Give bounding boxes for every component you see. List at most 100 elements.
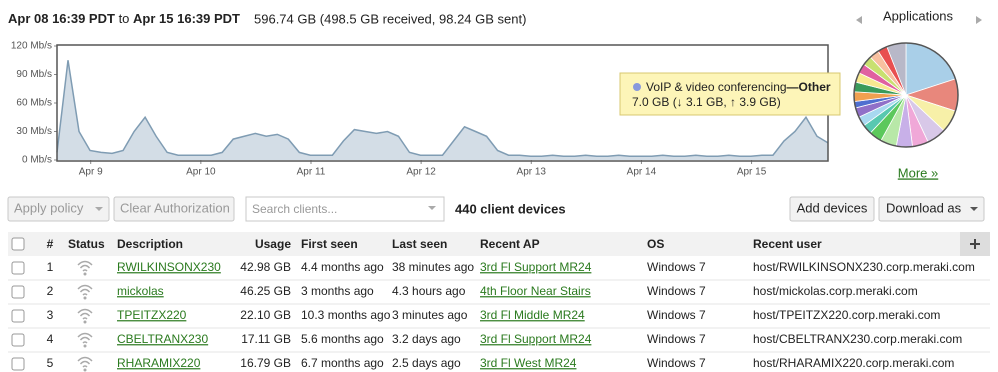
select-all-checkbox[interactable]: [11, 237, 25, 251]
wifi-dot: [83, 344, 87, 348]
wifi-dot: [83, 296, 87, 300]
plus-icon: [970, 239, 980, 249]
cell-link[interactable]: RWILKINSONX230: [117, 260, 221, 274]
cell-link[interactable]: TPEITZX220: [117, 308, 187, 322]
prev-arrow[interactable]: [856, 16, 862, 24]
add-devices-label: Add devices: [797, 200, 868, 215]
y-tick-label: 60 Mb/s: [16, 98, 52, 109]
tooltip-app: —Other: [787, 80, 831, 94]
wifi-dot: [83, 320, 87, 324]
y-tick-label: 0 Mb/s: [22, 155, 52, 166]
cell: Windows 7: [647, 260, 706, 274]
column-header: First seen: [301, 237, 358, 251]
cell: 4.4 months ago: [301, 260, 384, 274]
cell: Windows 7: [647, 332, 706, 346]
pie-title: Applications: [883, 8, 954, 23]
start-date: Apr 08 16:39 PDT: [8, 11, 115, 26]
download-as-label: Download as: [886, 200, 962, 215]
x-tick-label: Apr 15: [737, 167, 767, 178]
tooltip-detail: 7.0 GB (↓ 3.1 GB, ↑ 3.9 GB): [632, 95, 781, 109]
toolbar: Apply policy Clear Authorization Search …: [7, 196, 985, 222]
cell: 6.7 months ago: [301, 356, 384, 370]
column-header: Status: [68, 237, 105, 251]
next-arrow[interactable]: [976, 16, 982, 24]
row-checkbox[interactable]: [11, 333, 25, 347]
cell-link[interactable]: 3rd Fl Support MR24: [480, 260, 592, 274]
more-link[interactable]: More »: [898, 165, 938, 180]
cell-link[interactable]: 3rd Fl Support MR24: [480, 332, 592, 346]
y-tick-label: 30 Mb/s: [16, 126, 52, 137]
apply-policy-button[interactable]: [7, 196, 110, 222]
column-header: OS: [647, 237, 664, 251]
tooltip-box: [619, 72, 841, 116]
cell-link[interactable]: 4th Floor Near Stairs: [480, 284, 591, 298]
column-header: Recent AP: [480, 237, 540, 251]
cell: 46.25 GB: [240, 284, 291, 298]
wifi-dot: [83, 272, 87, 276]
cell: host/RHARAMIX220.corp.meraki.com: [753, 356, 954, 370]
search-box[interactable]: [245, 196, 445, 222]
cell-link[interactable]: mickolas: [117, 284, 164, 298]
cell: 10.3 months ago: [301, 308, 391, 322]
tooltip-title: VoIP & video conferencing—Other: [646, 80, 831, 94]
usage-summary: 596.74 GB (498.5 GB received, 98.24 GB s…: [254, 11, 526, 26]
wifi-icon: [77, 260, 93, 272]
tooltip-category: VoIP & video conferencing: [646, 80, 787, 94]
cell: Windows 7: [647, 308, 706, 322]
cell: 42.98 GB: [240, 260, 291, 274]
cell: host/RWILKINSONX230.corp.meraki.com: [753, 260, 975, 274]
x-tick-label: Apr 13: [517, 167, 547, 178]
cell: 2: [47, 284, 54, 298]
cell-link[interactable]: 3rd Fl Middle MR24: [480, 308, 585, 322]
cell: 3: [47, 308, 54, 322]
column-header: #: [47, 237, 54, 251]
cell: 5: [47, 356, 54, 370]
clear-authorization-button[interactable]: [113, 196, 235, 222]
cell: 4: [47, 332, 54, 346]
cell: 38 minutes ago: [392, 260, 474, 274]
row-checkbox[interactable]: [11, 285, 25, 299]
cell: 1: [47, 260, 54, 274]
cell: host/mickolas.corp.meraki.com: [753, 284, 918, 298]
row-checkbox[interactable]: [11, 261, 25, 275]
wifi-icon: [77, 308, 93, 320]
cell-link[interactable]: 3rd Fl West MR24: [480, 356, 577, 370]
cell-link[interactable]: RHARAMIX220: [117, 356, 201, 370]
wifi-dot: [83, 368, 87, 372]
cell-link[interactable]: CBELTRANX230: [117, 332, 208, 346]
column-header: Usage: [255, 237, 291, 251]
table-header-bg: [8, 232, 990, 256]
wifi-icon: [77, 284, 93, 296]
x-tick-label: Apr 9: [79, 167, 103, 178]
clear-authorization-label: Clear Authorization: [120, 200, 230, 215]
cell: Windows 7: [647, 356, 706, 370]
x-tick-label: Apr 11: [297, 167, 326, 178]
cell: host/TPEITZX220.corp.meraki.com: [753, 308, 940, 322]
applications-pie[interactable]: [853, 42, 959, 148]
dropdown-arrow: [970, 207, 978, 211]
date-range: Apr 08 16:39 PDT to Apr 15 16:39 PDT: [8, 11, 240, 26]
wifi-icon: [77, 332, 93, 344]
tooltip-dot: [633, 83, 641, 91]
y-tick-label: 120 Mb/s: [11, 41, 52, 52]
wifi-icon: [77, 356, 93, 368]
add-devices-button[interactable]: [789, 196, 875, 222]
cell: 4.3 hours ago: [392, 284, 466, 298]
dropdown-arrow: [428, 206, 436, 210]
column-header: Description: [117, 237, 183, 251]
column-header: Recent user: [753, 237, 822, 251]
dropdown-arrow: [95, 207, 103, 211]
cell: 16.79 GB: [240, 356, 291, 370]
cell: 17.11 GB: [241, 332, 291, 346]
cell: 3 months ago: [301, 284, 374, 298]
row-checkbox[interactable]: [11, 309, 25, 323]
x-tick-label: Apr 12: [406, 167, 436, 178]
tooltip: VoIP & video conferencing—Other 7.0 GB (…: [619, 72, 841, 116]
cell: 3.2 days ago: [392, 332, 461, 346]
clients-table: # Status Description Usage First seen Last se…: [8, 232, 990, 372]
pie-outline: [853, 42, 959, 148]
download-as-button[interactable]: [878, 196, 985, 222]
cell: 2.5 days ago: [392, 356, 461, 370]
row-checkbox[interactable]: [11, 357, 25, 371]
